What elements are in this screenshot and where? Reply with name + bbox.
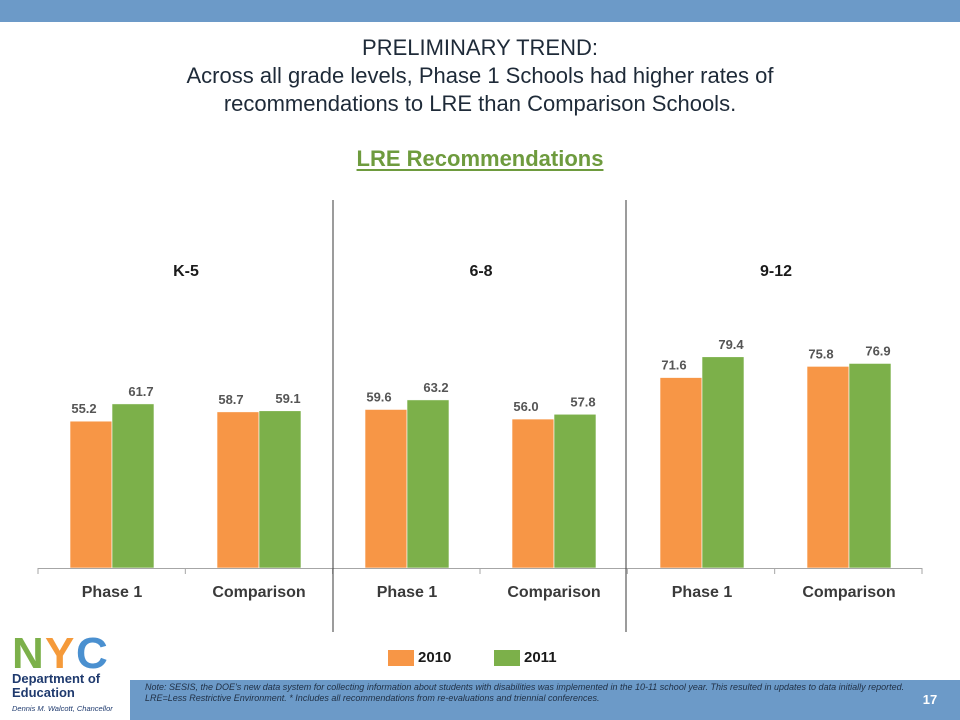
category-label-K-5-Phase 1: Phase 1 [82,584,143,601]
data-label-K-5-Comparison-2010: 58.7 [218,392,243,407]
nyc-doe-logo: N Y C Department of Education Dennis M. … [12,629,130,720]
category-label-9-12-Phase 1: Phase 1 [672,584,733,601]
category-label-K-5-Comparison: Comparison [212,584,305,601]
data-label-6-8-Comparison-2011: 57.8 [570,394,595,409]
page-number: 17 [922,692,938,707]
data-label-6-8-Phase 1-2010: 59.6 [366,389,391,404]
logo-line-2: Education [12,685,75,700]
legend-swatch-2010 [388,650,414,666]
chart-title: LRE Recommendations [0,146,960,172]
bar-K-5-Comparison-2010 [216,411,260,569]
bar-9-12-Phase 1-2011 [701,356,745,569]
title-line-3: recommendations to LRE than Comparison S… [223,91,737,116]
footer-band [130,680,960,720]
logo-letter-y: Y [45,630,74,672]
logo-line-1: Department of [12,671,101,686]
bar-9-12-Comparison-2010 [806,366,850,569]
data-label-K-5-Phase 1-2010: 55.2 [71,401,96,416]
data-label-K-5-Comparison-2011: 59.1 [275,391,300,406]
data-label-9-12-Phase 1-2010: 71.6 [661,358,686,373]
bar-6-8-Phase 1-2011 [406,399,450,569]
logo-letter-c: C [76,630,108,672]
data-label-9-12-Phase 1-2011: 79.4 [718,337,744,352]
data-label-K-5-Phase 1-2011: 61.7 [128,384,153,399]
chart-title-text: LRE Recommendations [356,146,604,171]
bar-K-5-Comparison-2011 [258,410,302,569]
slide-title: PRELIMINARY TREND: Across all grade leve… [0,34,960,118]
nyc-logo-mark: N Y C [12,629,108,678]
panel-label-1: 6-8 [469,263,492,280]
panel-label-2: 9-12 [760,263,792,280]
logo-chancellor: Dennis M. Walcott, Chancellor [12,704,113,713]
category-label-9-12-Comparison: Comparison [802,584,895,601]
lre-bar-chart: K-5 55.2 61.7 Phase 1 58.7 59.1 Comparison 6-8 5… [37,200,923,632]
bar-9-12-Comparison-2011 [848,363,892,569]
legend-label-2011: 2011 [524,649,557,666]
title-line-2: Across all grade levels, Phase 1 Schools… [186,63,774,88]
data-label-6-8-Phase 1-2011: 63.2 [423,380,448,395]
data-label-6-8-Comparison-2010: 56.0 [513,399,538,414]
data-label-9-12-Comparison-2010: 75.8 [808,346,833,361]
logo-letter-n: N [12,630,44,672]
logo-department-text: Department of Education [12,672,100,700]
bar-K-5-Phase 1-2011 [111,403,155,569]
title-line-1: PRELIMINARY TREND: [362,35,598,60]
category-label-6-8-Comparison: Comparison [507,584,600,601]
bar-K-5-Phase 1-2010 [69,420,113,569]
legend-swatch-2011 [494,650,520,666]
bar-6-8-Phase 1-2010 [364,409,408,569]
data-label-9-12-Comparison-2011: 76.9 [865,343,890,358]
top-band [0,0,960,22]
legend-label-2010: 2010 [418,649,452,666]
footnote: Note: SESIS, the DOE's new data system f… [145,682,905,703]
bar-6-8-Comparison-2011 [553,413,597,569]
bar-6-8-Comparison-2010 [511,418,555,569]
category-label-6-8-Phase 1: Phase 1 [377,584,438,601]
bar-9-12-Phase 1-2010 [659,377,703,569]
panel-label-0: K-5 [173,263,199,280]
